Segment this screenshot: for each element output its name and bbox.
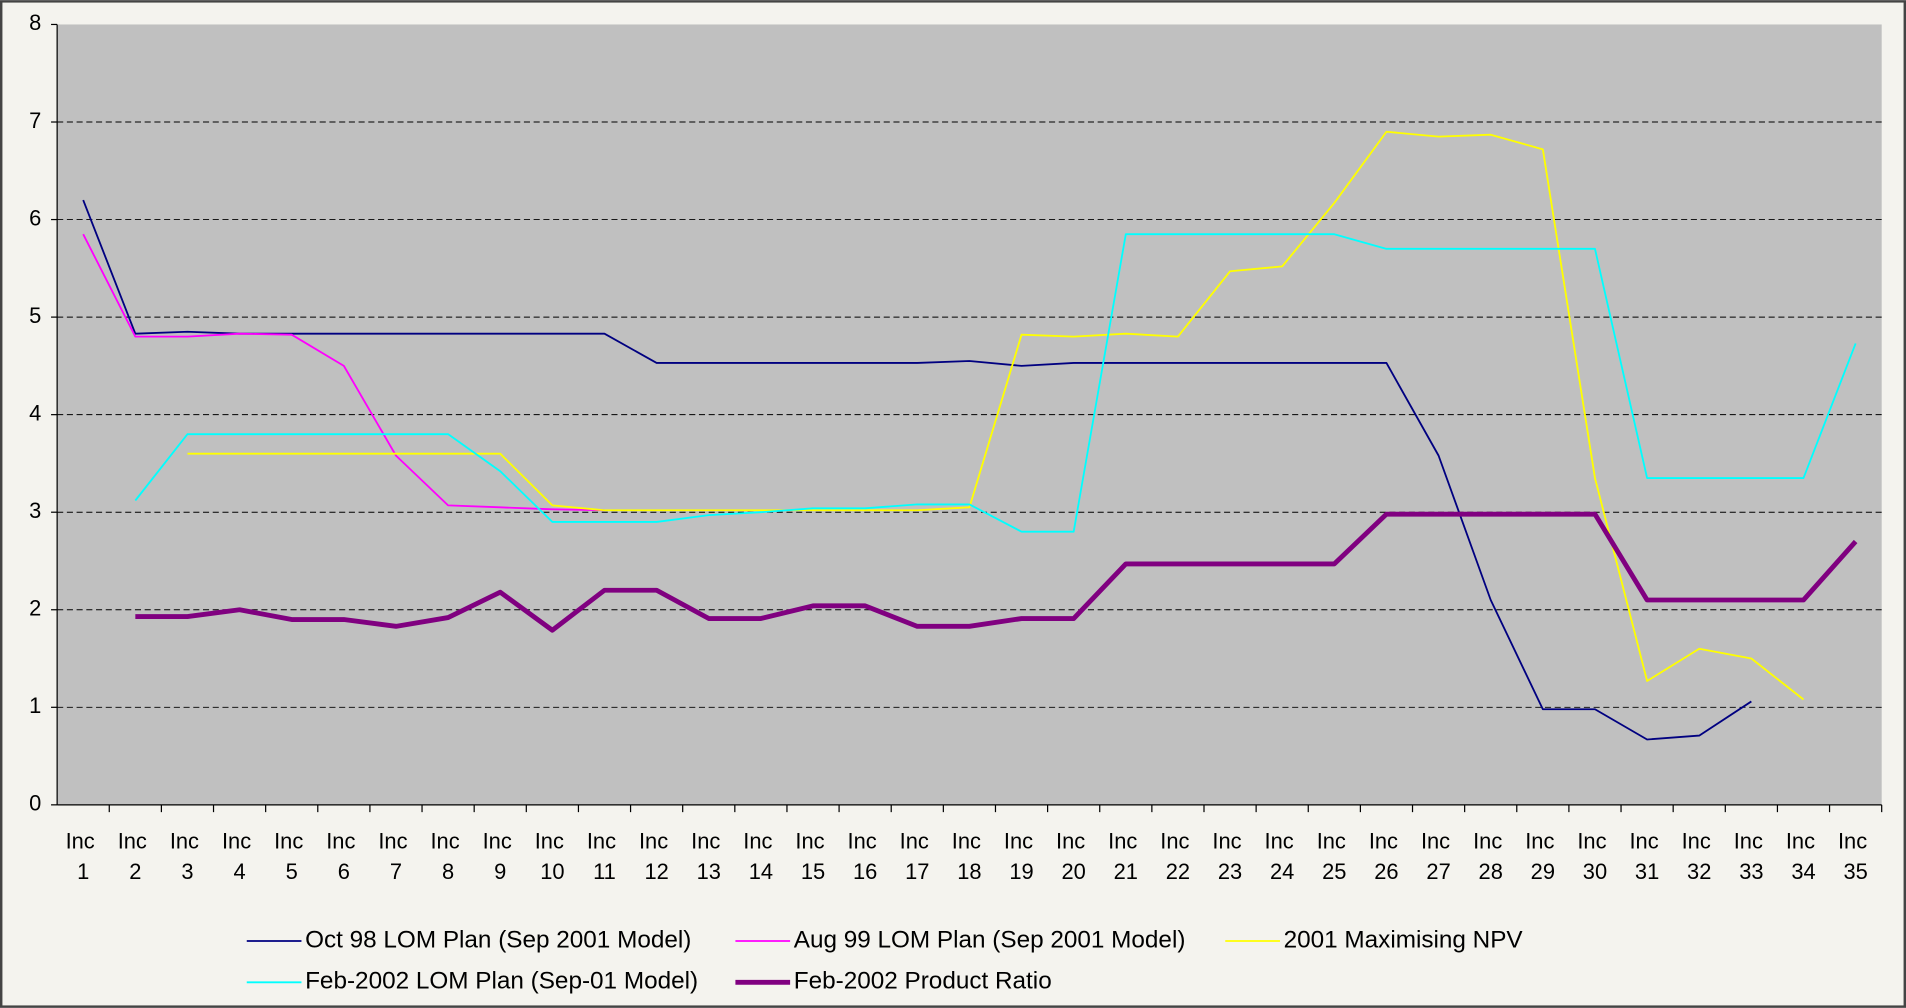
x-tick-label: Inc 1 [66, 828, 101, 883]
x-tick-label: Inc 14 [743, 828, 778, 883]
x-tick-label: Inc 18 [952, 828, 987, 883]
x-tick-label: Inc 23 [1212, 828, 1247, 883]
y-tick-label: 0 [29, 791, 41, 816]
x-tick-label: Inc 4 [222, 828, 257, 883]
y-tick-label: 7 [29, 108, 41, 133]
x-tick-label: Inc 29 [1525, 828, 1560, 883]
legend-label: Feb-2002 Product Ratio [794, 968, 1052, 995]
y-tick-label: 5 [29, 303, 41, 328]
x-tick-label: Inc 13 [691, 828, 726, 883]
x-tick-label: Inc 27 [1421, 828, 1456, 883]
x-tick-label: Inc 6 [326, 828, 361, 883]
x-tick-label: Inc 32 [1682, 828, 1717, 883]
x-tick-label: Inc 7 [378, 828, 413, 883]
x-tick-label: Inc 26 [1369, 828, 1404, 883]
x-tick-label: Inc 11 [587, 828, 622, 883]
x-tick-label: Inc 2 [118, 828, 153, 883]
y-tick-label: 6 [29, 205, 41, 230]
x-tick-label: Inc 24 [1265, 828, 1300, 883]
legend-label: Oct 98 LOM Plan (Sep 2001 Model) [305, 926, 691, 953]
y-tick-label: 2 [29, 596, 41, 621]
x-tick-label: Inc 9 [483, 828, 518, 883]
y-tick-label: 1 [29, 693, 41, 718]
legend-label: Aug 99 LOM Plan (Sep 2001 Model) [794, 926, 1186, 953]
x-tick-label: Inc 25 [1317, 828, 1352, 883]
x-tick-label: Inc 16 [848, 828, 883, 883]
x-tick-label: Inc 17 [900, 828, 935, 883]
x-tick-label: Inc 28 [1473, 828, 1508, 883]
x-tick-label: Inc 20 [1056, 828, 1091, 883]
x-tick-label: Inc 5 [274, 828, 309, 883]
series-line [187, 130, 1805, 701]
x-tick-label: Inc 12 [639, 828, 674, 883]
x-tick-label: Inc 31 [1629, 828, 1664, 883]
series-line [134, 233, 1857, 533]
legend-label: 2001 Maximising NPV [1284, 926, 1524, 953]
x-tick-label: Inc 8 [430, 828, 465, 883]
x-tick-label: Inc 10 [535, 828, 570, 883]
series-line [135, 511, 1858, 633]
x-tick-label: Inc 19 [1004, 828, 1039, 883]
legend-label: Feb-2002 LOM Plan (Sep-01 Model) [305, 968, 698, 995]
x-tick-label: Inc 22 [1160, 828, 1195, 883]
series-line [82, 199, 1752, 741]
x-tick-label: Inc 21 [1108, 828, 1143, 883]
x-tick-label: Inc 35 [1838, 828, 1873, 883]
x-tick-label: Inc 15 [795, 828, 830, 883]
x-tick-label: Inc 3 [170, 828, 205, 883]
y-tick-label: 8 [29, 10, 41, 35]
y-tick-label: 3 [29, 498, 41, 523]
series-line [82, 233, 605, 512]
x-tick-label: Inc 30 [1577, 828, 1612, 883]
x-tick-label: Inc 34 [1786, 828, 1821, 883]
x-tick-label: Inc 33 [1734, 828, 1769, 883]
y-tick-label: 4 [29, 400, 41, 425]
